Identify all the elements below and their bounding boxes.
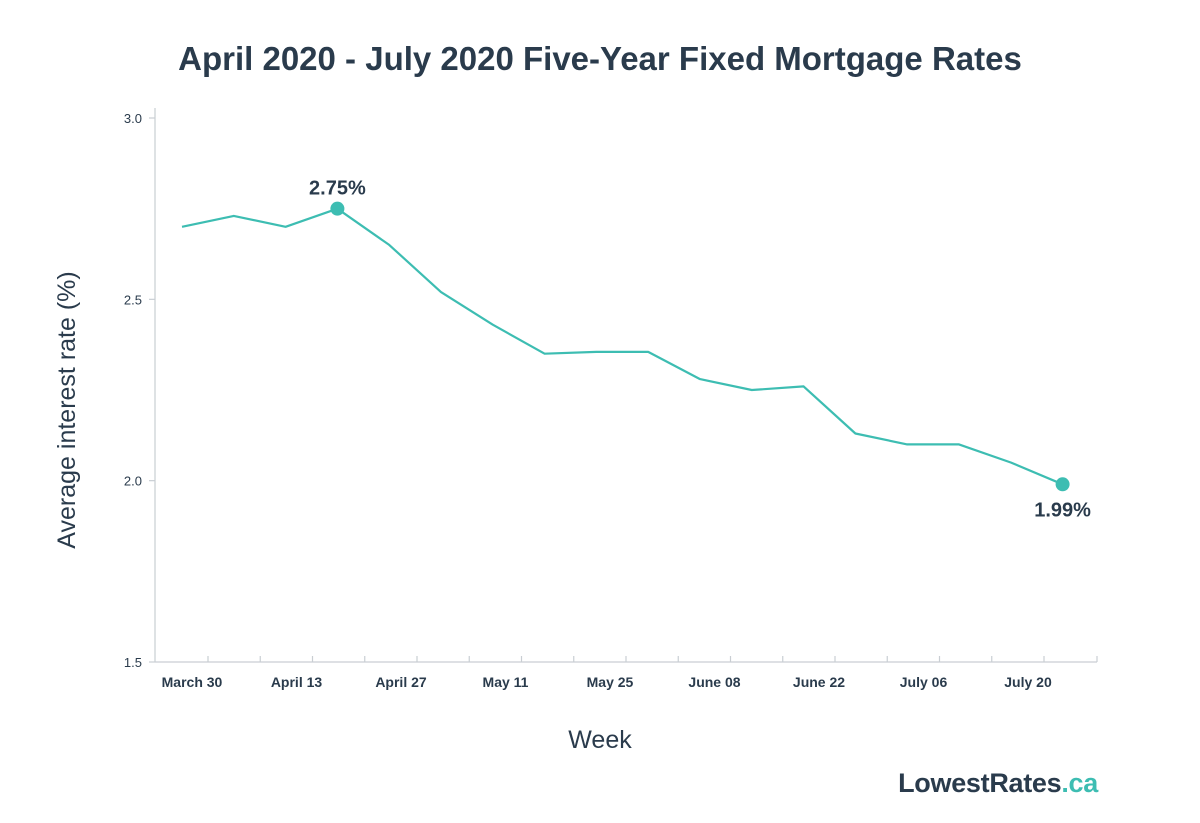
brand-logo: LowestRates.ca: [898, 768, 1098, 799]
x-tick-label: April 13: [271, 674, 323, 690]
x-tick-label: April 27: [375, 674, 427, 690]
annotation-label: 1.99%: [1034, 499, 1091, 521]
y-ticks: 3.0 2.5 2.0 1.5: [124, 111, 155, 670]
x-tick-label: June 22: [793, 674, 845, 690]
x-tick-label: May 25: [587, 674, 634, 690]
x-ticks: March 30 April 13 April 27 May 11 May 25 June…: [162, 656, 1098, 690]
y-tick-label: 2.0: [124, 474, 142, 489]
chart-title: April 2020 - July 2020 Five-Year Fixed M…: [178, 40, 1022, 77]
highlight-point: [1055, 477, 1070, 492]
highlight-point: [330, 201, 345, 216]
series-group: [181, 207, 1064, 486]
y-tick-label: 2.5: [124, 292, 142, 307]
y-tick-label: 1.5: [124, 655, 142, 670]
series-line: [181, 207, 1064, 486]
y-axis-label: Average interest rate (%): [53, 271, 81, 548]
annotations: 2.75% 1.99%: [309, 178, 1091, 522]
x-tick-label: May 11: [483, 674, 529, 690]
y-tick-label: 3.0: [124, 111, 142, 126]
x-tick-label: July 20: [1004, 674, 1052, 690]
x-axis-label: Week: [568, 726, 632, 754]
x-tick-label: March 30: [162, 674, 223, 690]
axes: [154, 108, 1097, 663]
annotation-label: 2.75%: [309, 178, 366, 200]
x-tick-label: July 06: [900, 674, 948, 690]
x-tick-label: June 08: [688, 674, 740, 690]
brand-logo-tld: .ca: [1061, 768, 1098, 798]
brand-logo-main: LowestRates: [898, 768, 1062, 798]
